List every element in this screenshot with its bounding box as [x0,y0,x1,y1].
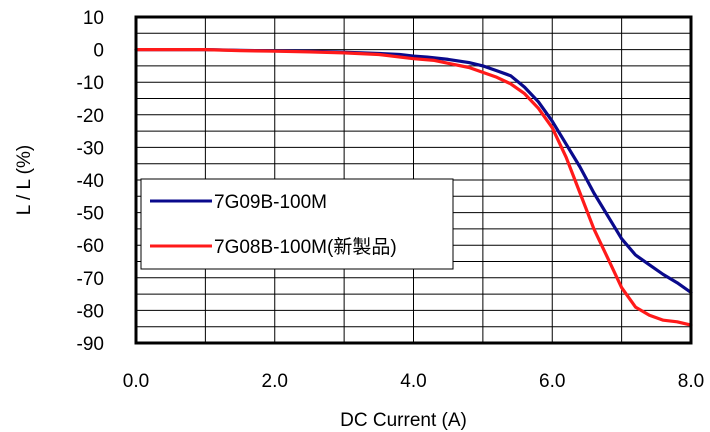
legend-label-7g09b: 7G09B-100M [214,192,327,213]
y-tick-label: -60 [77,236,104,257]
legend-label-7g08b: 7G08B-100M(新製品) [214,236,397,258]
y-tick-label: -30 [77,138,104,159]
x-tick-label: 4.0 [400,371,426,392]
y-tick-label: -10 [77,73,104,94]
y-tick-label: -40 [77,171,104,192]
y-tick-label: -80 [77,301,104,322]
x-axis-title: DC Current (A) [340,410,467,431]
x-tick-label: 6.0 [539,371,565,392]
x-tick-label: 0.0 [123,371,149,392]
y-tick-label: -50 [77,204,104,225]
legend-box [140,178,454,270]
legend: 7G09B-100M 7G08B-100M(新製品) [140,178,454,270]
y-axis-title: L / L (%) [14,145,35,215]
plot-area-border [134,15,693,345]
y-tick-labels: 10 0 -10 -20 -30 -40 -50 -60 -70 -80 -90 [77,8,104,355]
y-tick-label: 0 [93,41,104,62]
series-lines [134,48,693,327]
y-tick-label: -20 [77,106,104,127]
x-tick-label: 2.0 [262,371,288,392]
y-tick-label: -70 [77,269,104,290]
y-tick-label: 10 [83,8,104,29]
series-line-1 [134,48,693,327]
y-tick-label: -90 [77,334,104,355]
x-tick-label: 8.0 [678,371,704,392]
x-tick-labels: 0.0 2.0 4.0 6.0 8.0 [123,371,704,392]
